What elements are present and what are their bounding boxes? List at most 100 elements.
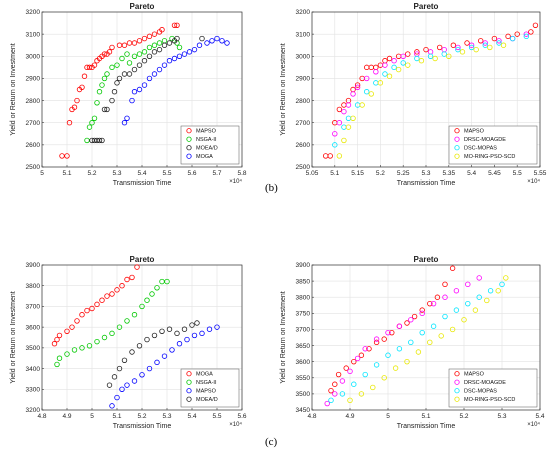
y-tick-label: 2600 [296, 142, 311, 149]
data-point [171, 22, 178, 28]
series-mo-ring-pso-scd [347, 275, 509, 404]
x-axis-label: Transmission Time [113, 180, 172, 187]
data-point [56, 332, 63, 339]
legend-marker [186, 128, 192, 134]
data-point [359, 102, 365, 108]
legend-marker [186, 379, 192, 385]
series-mapso [109, 324, 220, 409]
legend-marker [186, 371, 192, 377]
data-point [54, 336, 60, 343]
x-axis-exponent: ×10⁴ [527, 178, 540, 185]
legend-label: MO-RING-PSO-SCD [464, 397, 515, 403]
data-point [404, 358, 410, 365]
x-tick-label: 5.7 [212, 170, 221, 177]
y-tick-label: 3100 [296, 31, 311, 38]
data-point [442, 281, 448, 288]
data-point [411, 313, 418, 320]
legend: MAPSO NSGA-II MOEA/D MOGA [180, 125, 240, 165]
data-point [396, 346, 403, 352]
data-point [174, 35, 180, 42]
data-point [199, 35, 205, 42]
plot-frame [41, 264, 243, 411]
data-point [101, 106, 108, 113]
data-point [419, 310, 425, 317]
y-tick-label: 2700 [26, 120, 41, 127]
data-point [94, 301, 100, 308]
x-tick-label: 5.2 [87, 170, 96, 177]
y-tick-label: 3000 [26, 53, 41, 60]
series-nsga-ii [54, 278, 170, 368]
data-point [194, 320, 200, 326]
data-point [121, 120, 128, 126]
data-point [84, 64, 90, 71]
y-tick-label: 3700 [26, 304, 41, 311]
data-point [362, 346, 368, 352]
data-point [381, 336, 387, 342]
y-tick-label: 3650 [296, 343, 311, 350]
data-point [101, 75, 108, 82]
legend-marker [186, 153, 192, 159]
data-point [386, 73, 393, 79]
data-point [116, 42, 123, 48]
y-axis-label: Yield or Return on Investment [10, 291, 17, 383]
data-point [124, 382, 130, 388]
x-tick-label: 5.05 [306, 170, 319, 177]
series-mo-ring-pso-scd [336, 42, 507, 159]
data-point [473, 46, 479, 53]
y-tick-label: 3400 [26, 366, 41, 373]
data-point [364, 89, 370, 95]
data-point [219, 38, 225, 44]
x-tick-label: 5 [40, 170, 44, 177]
data-point [343, 365, 349, 371]
series-moga [51, 264, 140, 347]
data-point [364, 75, 370, 82]
data-point [86, 124, 93, 130]
data-point [74, 97, 80, 104]
legend-marker [454, 136, 460, 142]
data-point [136, 38, 143, 44]
data-point [71, 347, 78, 353]
data-point [505, 33, 511, 40]
y-tick-label: 3000 [296, 53, 311, 60]
legend-box [448, 125, 538, 165]
data-point [136, 62, 143, 68]
data-point [408, 339, 414, 346]
data-point [104, 106, 110, 113]
chart-title: Pareto [414, 255, 439, 264]
data-point [327, 153, 333, 159]
data-point [166, 326, 173, 332]
data-point [476, 275, 482, 281]
data-point [121, 42, 128, 48]
data-point [345, 102, 352, 108]
data-point [156, 66, 163, 73]
x-axis-exponent: ×10⁴ [229, 178, 242, 185]
data-point [391, 64, 397, 71]
data-point [164, 278, 170, 285]
x-tick-label: 5.5 [212, 413, 221, 420]
y-tick-label: 3300 [26, 386, 41, 393]
data-point [99, 297, 105, 303]
data-point [114, 80, 120, 86]
data-point [146, 44, 153, 51]
data-point [465, 281, 471, 288]
data-point [136, 86, 143, 93]
data-point [382, 62, 388, 68]
data-point [336, 120, 343, 126]
x-tick-label: 5.4 [187, 413, 196, 420]
data-point [385, 329, 391, 336]
y-tick-label: 3500 [26, 345, 41, 352]
series-mapso [322, 22, 539, 159]
data-point [181, 326, 188, 332]
y-tick-label: 3600 [296, 359, 311, 366]
y-tick-label: 3800 [296, 294, 311, 301]
series-drsc-moagde [324, 275, 482, 407]
x-tick-label: 5.3 [497, 413, 506, 420]
y-tick-label: 3850 [296, 278, 311, 285]
data-point [109, 64, 115, 71]
data-point [373, 362, 380, 368]
data-point [339, 391, 346, 397]
legend-marker [454, 153, 460, 159]
data-point [169, 347, 175, 353]
chart-title: Pareto [130, 2, 155, 11]
legend-marker [454, 128, 460, 134]
